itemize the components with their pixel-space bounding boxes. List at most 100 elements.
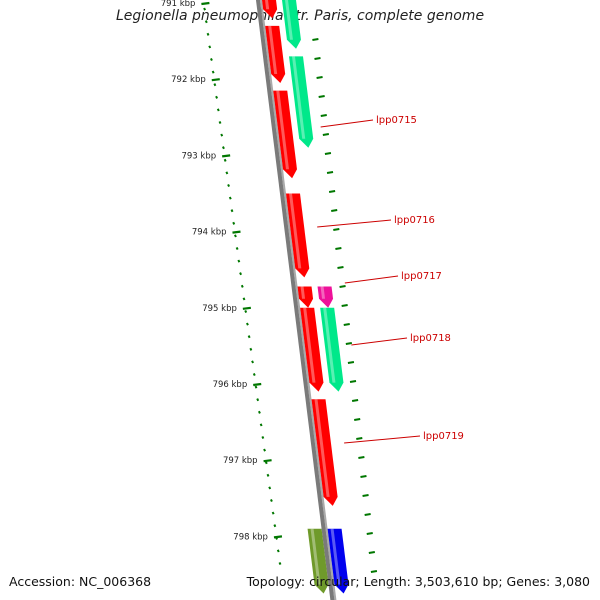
scale-dot (266, 473, 270, 477)
outer-track-dot (370, 570, 378, 573)
scale-dot (246, 322, 249, 326)
gene-arrow (265, 25, 286, 84)
tick-label: 797 kbp (223, 456, 258, 466)
gene-arrow-highlight (264, 0, 270, 10)
major-tick (273, 535, 283, 539)
outer-track-dot (356, 437, 363, 440)
outer-track-dot (331, 209, 338, 212)
scale-dot (223, 158, 227, 162)
gene-leader-line (317, 219, 392, 228)
gene-arrow (273, 90, 297, 179)
scale-dot (273, 524, 277, 528)
outer-track-dot (324, 152, 332, 155)
scale-dot (203, 7, 206, 11)
outer-track-dot (318, 95, 325, 98)
gene-label-lpp0717: lpp0717 (401, 271, 442, 282)
scale-dot (247, 335, 251, 339)
outer-track-dot (312, 38, 319, 41)
gene-arrow-highlight (285, 0, 293, 40)
scale-dot (258, 410, 261, 414)
gene-arrow (285, 193, 310, 278)
scale-dot (249, 347, 253, 351)
gene-arrow-highlight (303, 307, 316, 383)
major-tick (221, 154, 231, 158)
scale-dot (271, 511, 275, 515)
gene-arrow (317, 286, 334, 308)
outer-track-dot (316, 76, 323, 79)
outer-track-dot (364, 513, 371, 516)
gene-label-lpp0716: lpp0716 (394, 215, 435, 226)
gene-arrow (282, 0, 301, 49)
backbone-line (255, 0, 335, 600)
scale-dot (211, 70, 215, 74)
scale-dot (239, 272, 242, 276)
scale-dot (276, 549, 280, 553)
outer-track-dot (358, 456, 365, 459)
gene-arrow-highlight (276, 90, 289, 170)
gene-arrow (297, 286, 314, 308)
outer-track-dot (362, 494, 369, 497)
scale-dot (263, 448, 266, 452)
map-title: Legionella pneumophila str. Paris, compl… (115, 8, 485, 24)
scale-dot (237, 259, 241, 263)
gene-label-lpp0719: lpp0719 (423, 431, 464, 442)
major-tick (201, 1, 210, 6)
outer-track-dot (354, 418, 361, 421)
gene-leader-line (344, 435, 421, 444)
scale-dot (208, 45, 212, 49)
gene-arrow (327, 528, 349, 594)
tick-label: 794 kbp (192, 228, 227, 238)
scale-dot (254, 385, 258, 389)
scale-dot (261, 435, 265, 440)
tick-label: 796 kbp (213, 380, 248, 390)
outer-track-dot (351, 399, 359, 402)
outer-track-dot (314, 57, 321, 60)
tick-label: 792 kbp (171, 75, 206, 85)
gene-label-lpp0718: lpp0718 (410, 333, 451, 344)
outer-track-dot (335, 247, 342, 250)
outer-track-dot (337, 266, 344, 269)
outer-track-dot (341, 304, 348, 307)
scale-dot (225, 171, 229, 175)
outer-track-dot (349, 380, 357, 383)
scale-dot (210, 57, 213, 62)
major-tick (232, 230, 241, 234)
outer-track-dot (320, 114, 327, 117)
major-tick (263, 459, 272, 463)
scale-dot (270, 498, 273, 503)
backbone-shadow (259, 0, 337, 600)
major-tick (242, 306, 251, 310)
scale-dot (232, 221, 236, 225)
scale-dot (230, 209, 234, 213)
gene-arrow-highlight (300, 286, 306, 299)
gene-arrow-highlight (330, 528, 341, 585)
tick-label: 791 kbp (161, 0, 196, 9)
scale-dot (278, 561, 282, 566)
gene-leader-line (320, 119, 374, 128)
tick-label: 793 kbp (181, 151, 216, 161)
summary-text: Topology: circular; Length: 3,503,610 bp… (246, 574, 590, 589)
tick-label: 795 kbp (202, 304, 237, 314)
scale-dot (256, 398, 260, 402)
gene-leader-line (344, 275, 399, 284)
outer-track-dot (326, 171, 334, 174)
scale-dot (234, 234, 237, 238)
outer-track-dot (360, 475, 367, 478)
scale-dot (204, 20, 208, 24)
gene-leader-line (351, 337, 408, 346)
gene-arrow (261, 0, 278, 19)
outer-track-dot (322, 133, 330, 136)
gene-arrow-highlight (323, 307, 336, 383)
scale-dot (244, 309, 248, 314)
scale-dot (218, 120, 222, 125)
tick-label: 798 kbp (233, 532, 268, 542)
gene-arrow-highlight (320, 286, 326, 299)
scale-dot (252, 372, 256, 377)
outer-track-dot (343, 323, 350, 326)
gene-arrow (288, 56, 314, 148)
scale-dot (235, 246, 239, 251)
scale-dot (228, 196, 232, 200)
scale-dot (206, 32, 210, 36)
